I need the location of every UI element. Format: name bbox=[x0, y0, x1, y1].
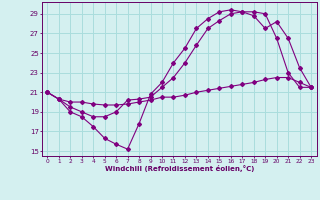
X-axis label: Windchill (Refroidissement éolien,°C): Windchill (Refroidissement éolien,°C) bbox=[105, 165, 254, 172]
